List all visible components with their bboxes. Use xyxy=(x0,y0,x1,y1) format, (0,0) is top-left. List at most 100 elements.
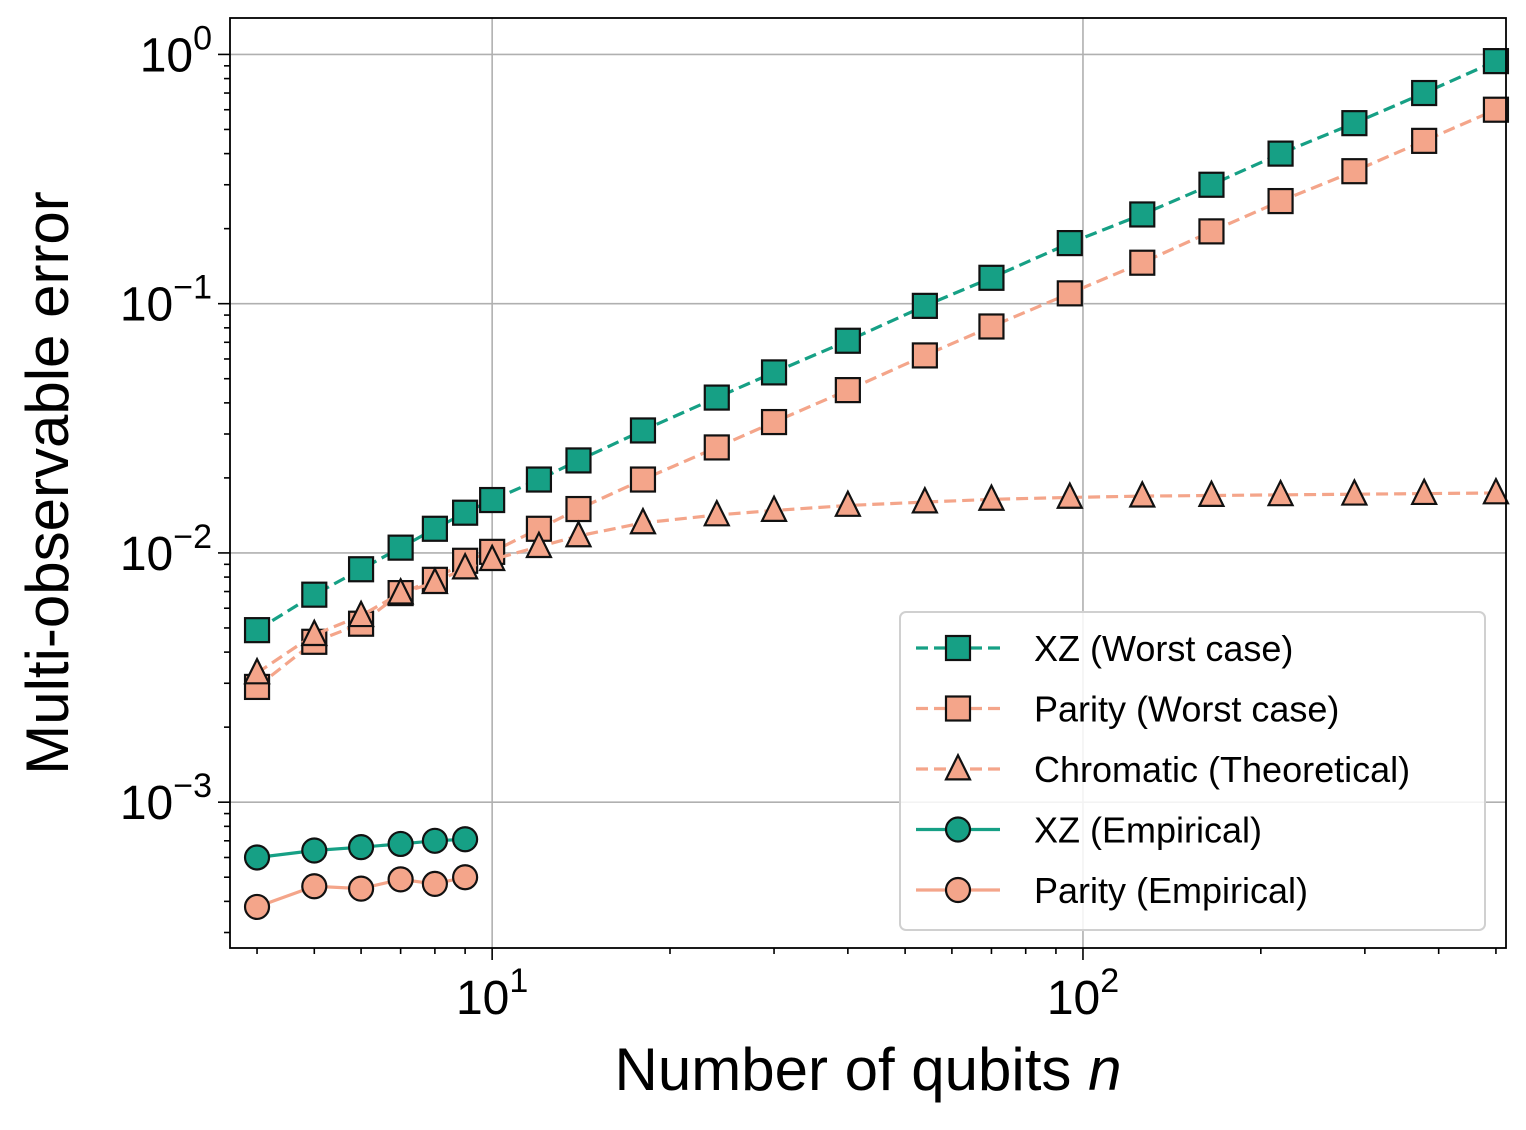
data-point xyxy=(1129,249,1156,276)
data-point xyxy=(386,576,415,605)
data-point xyxy=(977,483,1006,511)
legend-label: XZ (Worst case) xyxy=(1034,628,1293,669)
data-point xyxy=(421,870,448,898)
data-point xyxy=(1129,201,1156,228)
data-point xyxy=(629,506,657,535)
data-point xyxy=(421,515,448,542)
data-point xyxy=(565,447,592,474)
data-point xyxy=(760,408,788,436)
data-point xyxy=(347,556,375,583)
data-point xyxy=(243,893,271,921)
data-point xyxy=(1197,479,1226,507)
data-point xyxy=(347,875,375,902)
data-point xyxy=(760,494,788,522)
legend-label: Chromatic (Theoretical) xyxy=(1034,749,1410,790)
x-tick-exponent: 1 xyxy=(509,962,528,1000)
grid xyxy=(230,18,1506,948)
y-tick-label: 10−2 xyxy=(120,518,212,581)
data-point xyxy=(1341,158,1368,185)
y-tick-exponent: −3 xyxy=(173,767,212,805)
series-line xyxy=(256,59,1497,632)
data-point xyxy=(834,327,861,354)
data-point xyxy=(301,581,328,608)
data-point xyxy=(1482,476,1510,505)
legend-box xyxy=(899,611,1486,931)
series-1 xyxy=(243,48,1510,644)
y-tick-exponent: −2 xyxy=(173,518,212,556)
y-tick-base: 10 xyxy=(120,528,173,581)
data-point xyxy=(629,466,657,493)
data-point xyxy=(703,498,731,527)
legend-item: XZ (Empirical) xyxy=(916,810,1262,851)
data-point xyxy=(1267,140,1294,167)
data-point xyxy=(452,826,479,853)
y-tick-label: 10−3 xyxy=(120,767,212,830)
x-axis-label-variable: n xyxy=(1088,1036,1121,1103)
series-3 xyxy=(243,476,1510,685)
data-point xyxy=(347,599,375,628)
series-line xyxy=(256,108,1497,689)
data-point xyxy=(347,834,375,861)
x-tick-label: 101 xyxy=(456,962,528,1025)
y-tick-label: 10−1 xyxy=(120,269,212,332)
plot-frame xyxy=(229,17,1507,949)
data-point xyxy=(300,618,329,647)
legend-item: XZ (Worst case) xyxy=(916,628,1293,669)
legend-item: Parity (Empirical) xyxy=(916,870,1308,911)
x-tick-base: 10 xyxy=(456,972,509,1025)
data-point xyxy=(1198,171,1225,198)
data-point xyxy=(564,519,593,548)
series-layer xyxy=(243,48,1510,921)
data-point xyxy=(451,551,479,580)
legend-item: Parity (Worst case) xyxy=(916,689,1339,730)
x-axis-ticks: 101 102 xyxy=(456,948,1119,1025)
data-point xyxy=(1266,478,1295,507)
data-point xyxy=(1056,481,1084,509)
data-point xyxy=(479,486,506,514)
data-point xyxy=(1410,477,1438,506)
legend-marker xyxy=(944,695,972,722)
data-point xyxy=(387,866,414,893)
data-point xyxy=(243,617,271,644)
x-tick-label: 102 xyxy=(1047,962,1119,1025)
data-point xyxy=(387,830,414,858)
y-tick-label: 100 xyxy=(140,19,212,82)
x-axis-label-text: Number of qubits xyxy=(615,1036,1072,1103)
minor-ticks xyxy=(224,65,1497,954)
legend-label: Parity (Worst case) xyxy=(1034,689,1339,730)
series-4 xyxy=(243,826,479,871)
data-point xyxy=(243,656,271,685)
data-point xyxy=(421,827,448,854)
data-point xyxy=(565,495,592,523)
series-5 xyxy=(243,864,479,921)
y-tick-exponent: −1 xyxy=(173,269,212,307)
legend-marker xyxy=(944,816,972,843)
legend-item: Chromatic (Theoretical) xyxy=(916,749,1410,790)
data-point xyxy=(525,466,553,493)
data-point xyxy=(1482,96,1510,123)
y-tick-exponent: 0 xyxy=(193,19,212,57)
legend: XZ (Worst case) Parity (Worst case) Chroma… xyxy=(899,611,1486,931)
data-point xyxy=(834,377,861,404)
y-tick-base: 10 xyxy=(120,777,173,830)
data-point xyxy=(1128,479,1157,508)
data-point xyxy=(834,489,862,517)
y-axis-label: Multi-observable error xyxy=(14,191,81,775)
data-point xyxy=(452,864,479,891)
data-point xyxy=(1411,127,1438,154)
legend-marker xyxy=(944,752,972,781)
data-point xyxy=(1267,187,1294,215)
data-point xyxy=(978,264,1005,291)
data-point xyxy=(1340,477,1369,506)
data-point xyxy=(301,873,328,900)
data-point xyxy=(760,359,788,386)
data-point xyxy=(911,342,938,369)
x-tick-base: 10 xyxy=(1047,972,1100,1025)
data-point xyxy=(703,384,730,411)
data-point xyxy=(421,566,449,595)
data-point xyxy=(1411,79,1438,107)
legend-label: XZ (Empirical) xyxy=(1034,810,1262,851)
